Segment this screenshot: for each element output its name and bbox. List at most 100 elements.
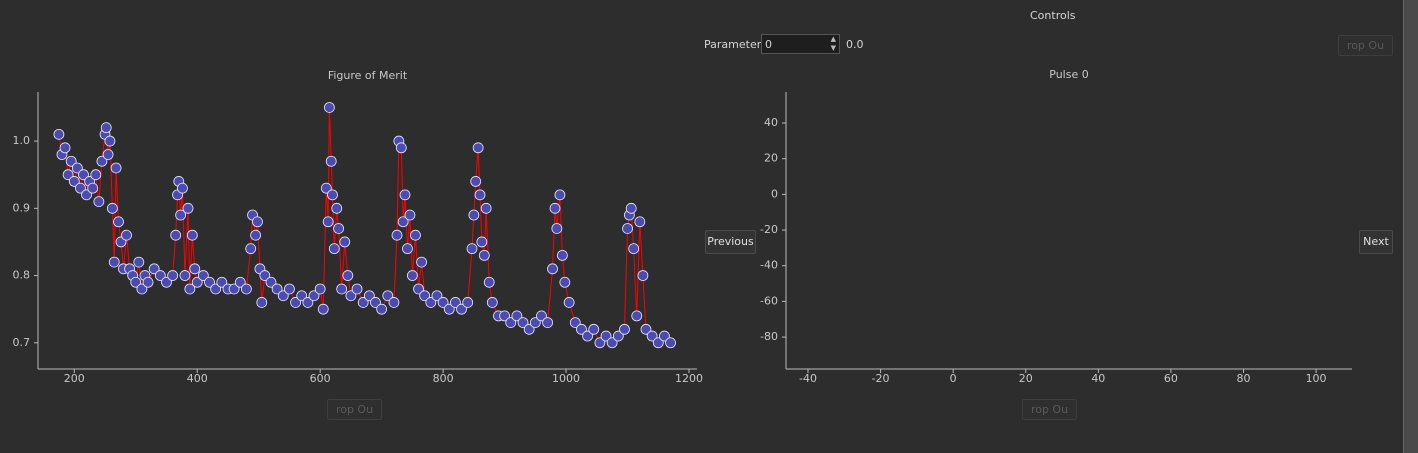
marker xyxy=(357,297,369,308)
drop-out-button[interactable]: rop Ou xyxy=(1338,35,1393,56)
marker xyxy=(606,337,618,349)
marker xyxy=(628,243,640,255)
marker xyxy=(81,189,92,201)
marker xyxy=(197,270,209,281)
marker xyxy=(637,270,649,281)
marker xyxy=(402,243,413,255)
marker xyxy=(317,303,329,315)
marker xyxy=(625,202,637,214)
marker xyxy=(619,323,630,335)
marker xyxy=(631,310,643,322)
marker xyxy=(470,176,482,187)
marker xyxy=(529,317,541,329)
marker xyxy=(121,229,132,241)
marker xyxy=(93,196,105,207)
y-tick-label: -60 xyxy=(760,294,778,307)
parameter-spinbox[interactable]: 0 ▲ ▼ xyxy=(761,34,840,54)
x-tick-label: 600 xyxy=(310,372,331,385)
marker xyxy=(108,256,120,268)
marker xyxy=(634,216,646,228)
marker xyxy=(612,330,624,342)
window-edge xyxy=(1403,0,1418,453)
x-tick-label: 80 xyxy=(1236,372,1250,385)
next-button[interactable]: Next xyxy=(1359,230,1393,254)
marker xyxy=(59,142,71,154)
marker xyxy=(314,283,326,295)
chart-title: Pulse 0 xyxy=(1049,68,1088,81)
marker xyxy=(184,283,196,295)
marker xyxy=(191,276,203,288)
marker xyxy=(563,297,575,308)
y-tick-label: -40 xyxy=(760,259,778,272)
marker xyxy=(659,330,670,342)
previous-button[interactable]: Previous xyxy=(705,230,756,254)
marker xyxy=(328,243,340,255)
marker xyxy=(327,189,338,201)
controls-title: Controls xyxy=(1030,9,1076,22)
marker xyxy=(554,189,566,201)
chart-title: Figure of Merit xyxy=(328,69,408,82)
marker xyxy=(399,189,411,201)
marker xyxy=(323,102,335,113)
drop-out-button[interactable]: rop Ou xyxy=(327,399,382,420)
marker xyxy=(106,202,118,214)
y-tick-label: 1.0 xyxy=(13,134,31,147)
x-tick-label: -20 xyxy=(872,372,890,385)
marker xyxy=(594,337,606,349)
marker xyxy=(53,128,65,140)
marker xyxy=(416,256,427,268)
marker xyxy=(431,290,443,302)
marker xyxy=(437,297,449,308)
marker xyxy=(468,209,480,221)
marker xyxy=(556,249,568,261)
x-tick-label: 1200 xyxy=(675,372,703,385)
marker xyxy=(96,155,108,167)
marker xyxy=(265,276,277,288)
marker xyxy=(87,182,99,194)
marker xyxy=(345,290,357,302)
marker xyxy=(175,209,187,221)
y-tick-label: 0 xyxy=(771,187,778,200)
marker xyxy=(252,216,263,228)
marker xyxy=(277,290,289,302)
marker xyxy=(559,276,571,288)
marker xyxy=(78,169,89,181)
parameter-value: 0 xyxy=(765,38,772,51)
drop-out-button[interactable]: rop Ou xyxy=(1022,399,1077,420)
marker xyxy=(376,303,388,315)
x-tick-label: 60 xyxy=(1164,372,1178,385)
marker xyxy=(410,229,421,241)
y-tick-label: 0.9 xyxy=(13,201,31,214)
marker xyxy=(462,297,474,308)
marker xyxy=(478,249,490,261)
marker xyxy=(142,276,154,288)
marker xyxy=(325,155,337,167)
marker xyxy=(284,283,295,295)
marker xyxy=(483,276,495,288)
marker xyxy=(474,189,486,201)
x-tick-label: 200 xyxy=(64,372,85,385)
marker xyxy=(382,290,394,302)
marker xyxy=(154,270,166,281)
marker xyxy=(391,229,403,241)
x-tick-label: -40 xyxy=(799,372,817,385)
marker xyxy=(250,229,262,241)
marker xyxy=(388,297,400,308)
marker xyxy=(161,276,172,288)
spin-arrows[interactable]: ▲ ▼ xyxy=(830,35,836,52)
marker xyxy=(549,202,561,214)
marker xyxy=(71,162,83,174)
y-tick-label: 20 xyxy=(764,152,778,165)
marker xyxy=(133,256,145,268)
marker xyxy=(177,182,188,194)
marker xyxy=(130,276,142,288)
marker xyxy=(351,283,363,295)
marker xyxy=(110,162,122,174)
marker xyxy=(240,283,252,295)
marker xyxy=(551,223,563,234)
marker xyxy=(333,223,345,234)
marker xyxy=(167,270,179,281)
y-tick-label: -20 xyxy=(760,223,778,236)
x-tick-label: 100 xyxy=(1306,372,1327,385)
marker xyxy=(419,290,431,302)
